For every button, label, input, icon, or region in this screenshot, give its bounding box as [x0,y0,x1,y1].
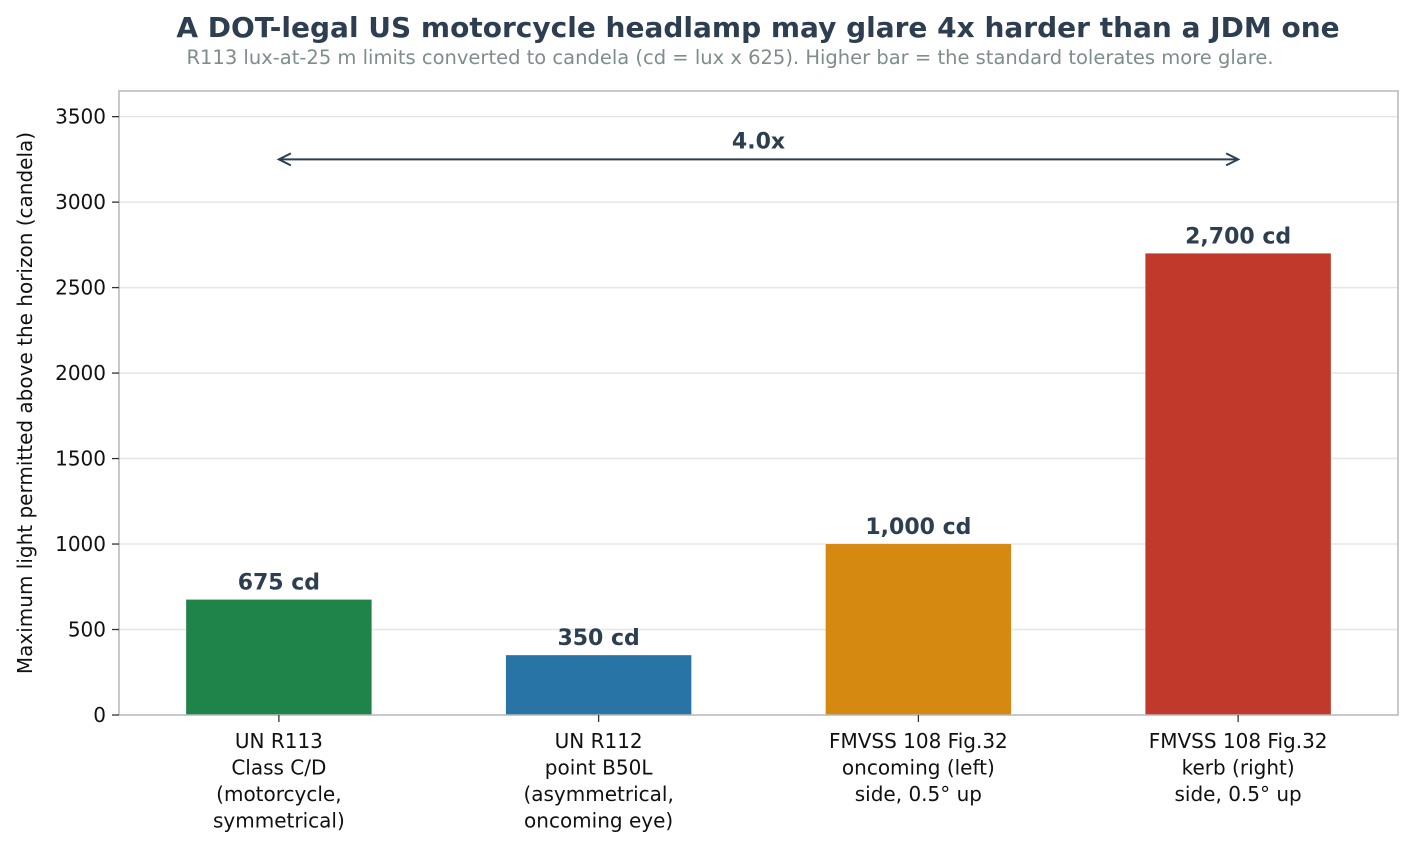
data-label: 1,000 cd [865,515,971,540]
x-tick-label: UN R113 Class C/D (motorcycle, symmetrical) [213,729,345,833]
y-tick-label: 2500 [55,276,106,300]
y-tick-label: 3500 [55,105,106,129]
data-labels: 675 cd 350 cd 1,000 cd 2,700 cd [238,224,1291,651]
ratio-arrowhead-left [276,152,292,167]
ratio-arrowhead-right [1225,152,1241,167]
y-tick-label: 3000 [55,190,106,214]
chart-subtitle: R113 lux-at-25 m limits converted to can… [186,46,1273,69]
bar [825,544,1012,715]
x-axis: UN R113 Class C/D (motorcycle, symmetrical)… [213,715,1328,833]
ratio-label: 4.0x [732,129,785,154]
bars [186,253,1331,716]
ratio-annotation: 4.0x [276,129,1241,167]
bar [505,655,692,715]
y-tick-label: 500 [68,618,106,642]
data-label: 350 cd [557,626,639,651]
bar [186,599,372,715]
y-axis: 0 500 1000 1500 2000 2500 3000 3500 [55,105,119,727]
y-tick-label: 0 [93,703,106,727]
y-axis-label: Maximum light permitted above the horizo… [13,132,37,674]
y-tick-label: 1500 [55,447,106,471]
bar [1145,253,1331,716]
x-tick-label: UN R112 point B50L (asymmetrical, oncoming … [523,729,673,833]
x-tick-label: FMVSS 108 Fig.32 oncoming (left) side, 0.5… [829,729,1008,806]
y-tick-label: 2000 [55,361,106,385]
data-label: 675 cd [238,571,320,596]
x-tick-label: FMVSS 108 Fig.32 kerb (right) side, 0.5° u… [1149,729,1328,806]
plot-frame [118,90,1399,716]
grid [119,115,1398,631]
data-label: 2,700 cd [1185,224,1291,249]
y-tick-label: 1000 [55,532,106,556]
chart-title: A DOT-legal US motorcycle headlamp may g… [176,11,1339,44]
